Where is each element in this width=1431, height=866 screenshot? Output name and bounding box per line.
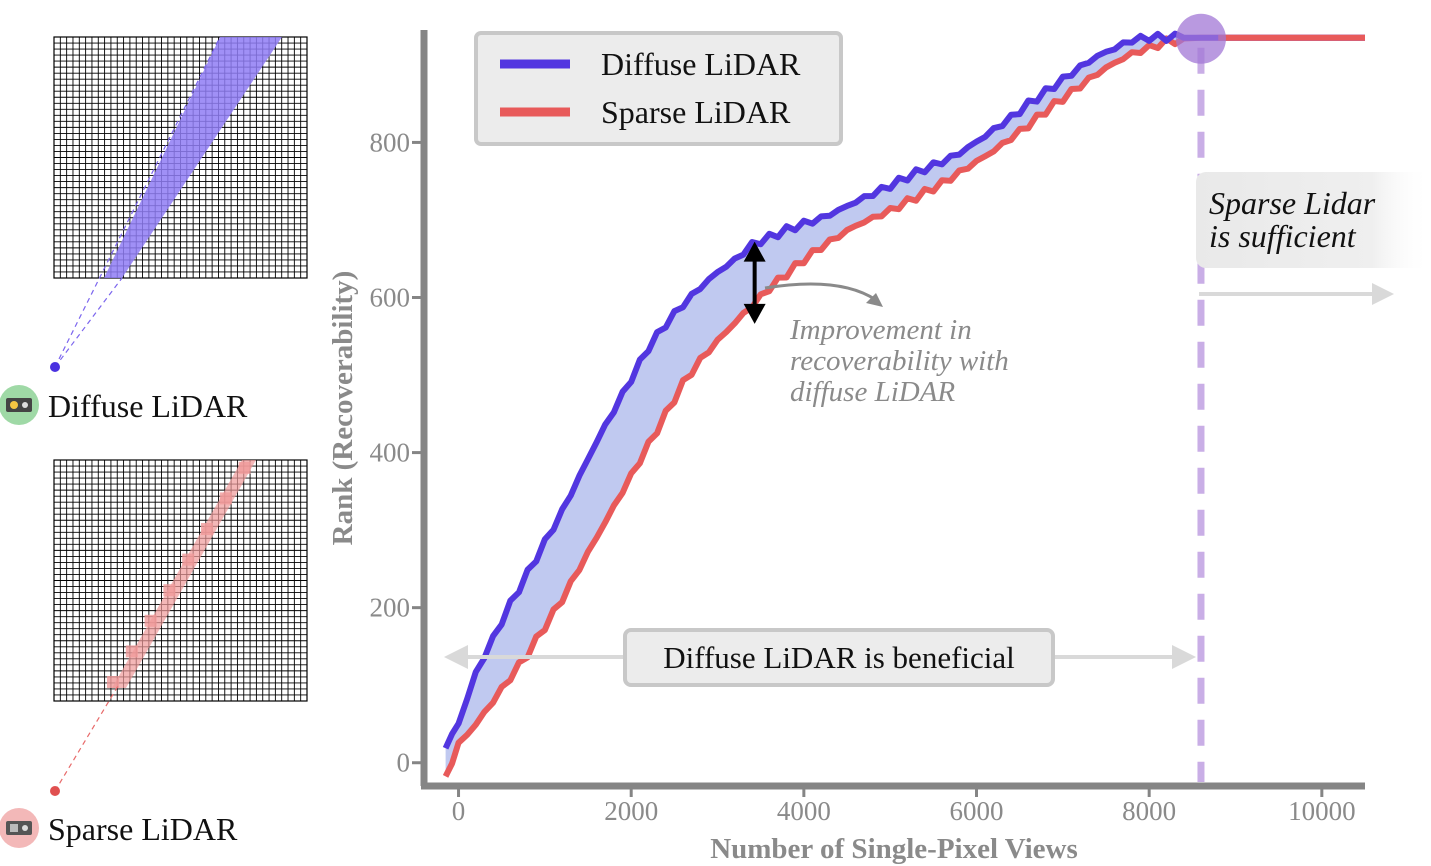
left-schematic: Diffuse LiDAR Sparse LiDAR [0, 36, 308, 848]
x-axis-title: Number of Single-Pixel Views [710, 833, 1078, 865]
sparse-sensor-array [10, 824, 18, 832]
improvement-pointer-head [866, 293, 883, 307]
x-tick-label: 4000 [777, 796, 831, 826]
x-tick-label: 10000 [1288, 796, 1356, 826]
sufficient-callout-line: is sufficient [1209, 218, 1357, 254]
diffuse-ray-right [54, 277, 123, 368]
y-tick-label: 400 [370, 438, 411, 468]
improvement-annotation-line: Improvement in [789, 314, 972, 346]
sufficient-callout-line: Sparse Lidar [1209, 185, 1376, 221]
y-tick-label: 200 [370, 593, 411, 623]
beneficial-arrow-right [1172, 645, 1196, 669]
sufficient-callout-box [1196, 172, 1431, 268]
beneficial-label: Diffuse LiDAR is beneficial [663, 640, 1015, 675]
legend-label: Sparse LiDAR [601, 94, 791, 130]
x-tick-label: 2000 [604, 796, 658, 826]
legend: Diffuse LiDAR Sparse LiDAR [474, 31, 843, 146]
beneficial-box [623, 628, 1055, 687]
sparse-beam-footprint [107, 460, 256, 688]
axes [420, 30, 1365, 790]
y-tick-label: 600 [370, 283, 411, 313]
x-tick-label: 8000 [1122, 796, 1176, 826]
y-axis-title: Rank (Recoverability) [327, 271, 359, 546]
diffuse-source-dot [50, 362, 60, 372]
sparse-ray [54, 685, 119, 792]
gap-arrow-up-head [743, 241, 766, 262]
x-tick-label: 0 [452, 796, 466, 826]
improvement-pointer [764, 282, 877, 302]
diffuse-ray-left [54, 36, 221, 368]
diffuse-panel-label: Diffuse LiDAR [48, 388, 248, 424]
x-tick-label: 6000 [950, 796, 1004, 826]
diffuse-sensor-body [6, 398, 32, 412]
y-tick-label: 800 [370, 127, 411, 157]
improvement-annotation-line: diffuse LiDAR [790, 376, 955, 408]
sparse-grid [53, 459, 308, 702]
sparse-sensor-body [6, 821, 32, 835]
improvement-annotation-line: recoverability with [790, 345, 1009, 377]
convergence-point [1175, 13, 1226, 64]
series-lines [442, 13, 1365, 778]
sparse-sensor-lens [22, 825, 28, 831]
sufficient-arrow-head [1372, 283, 1394, 305]
legend-label: Diffuse LiDAR [601, 46, 801, 82]
diffuse-beam-footprint [104, 37, 282, 278]
diffuse-sensor-lens2 [22, 402, 28, 408]
sparse-panel-label: Sparse LiDAR [48, 811, 238, 847]
series-line-diffuse [442, 30, 1365, 750]
beneficial-arrow-left [444, 645, 468, 669]
series-line-sparse [442, 34, 1365, 778]
diffuse-grid [53, 36, 308, 279]
gap-arrow-down-head [743, 303, 766, 324]
sparse-source-dot [50, 786, 60, 796]
y-tick-label: 0 [397, 748, 411, 778]
diffuse-sensor-lens [10, 401, 18, 409]
